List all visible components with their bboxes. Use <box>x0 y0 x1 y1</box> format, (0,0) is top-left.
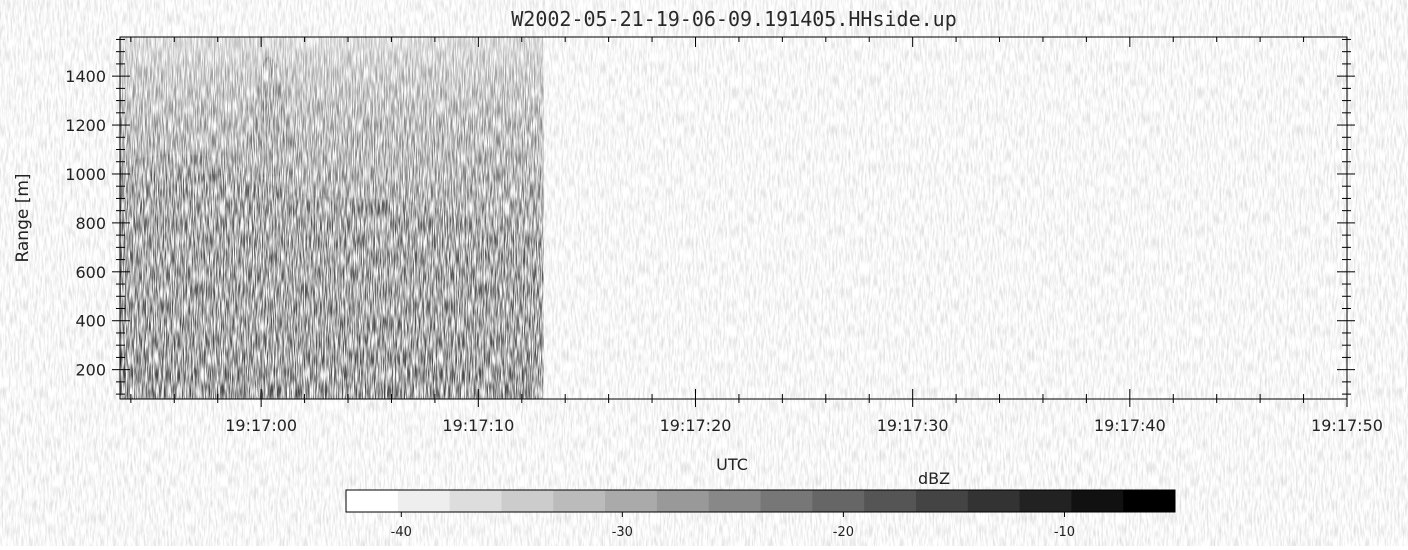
colorbar-tick-label: -20 <box>833 525 854 540</box>
x-tick-label: 19:17:20 <box>660 416 732 435</box>
colorbar-tick-label: -40 <box>391 525 412 540</box>
y-tick-label: 1000 <box>65 165 106 184</box>
colorbar-tick-label: -10 <box>1054 525 1075 540</box>
y-tick-label: 800 <box>75 214 106 233</box>
x-tick-label: 19:17:30 <box>877 416 949 435</box>
y-tick-label: 1200 <box>65 116 106 135</box>
y-axis-label: Range [m] <box>13 173 33 262</box>
radar-texture <box>120 163 544 399</box>
colorbar-swatch <box>760 490 813 512</box>
x-axis-label: UTC <box>716 455 748 474</box>
colorbar-swatch <box>915 490 969 512</box>
colorbar-swatch <box>967 490 1021 512</box>
y-tick-label: 200 <box>75 361 106 380</box>
y-tick-label: 400 <box>75 312 106 331</box>
colorbar-swatch <box>449 490 502 512</box>
axes: 19:17:00 19:17:10 19:17:20 19:17:30 19:17:40… <box>65 36 1383 435</box>
x-tick-label: 19:17:40 <box>1094 416 1166 435</box>
colorbar-frame <box>345 489 1176 513</box>
x-tick-label: 19:17:50 <box>1311 416 1383 435</box>
y-tick-label: 1400 <box>65 67 106 86</box>
plot-area <box>120 37 544 399</box>
y-tick-label: 600 <box>75 263 106 282</box>
colorbar-swatch <box>812 490 865 512</box>
colorbar-swatch <box>501 490 554 512</box>
colorbar-swatch <box>708 490 761 512</box>
colorbar-swatch <box>397 490 451 512</box>
colorbar-swatch <box>1071 490 1124 512</box>
radar-sparse-echo <box>120 37 544 174</box>
colorbar-label: dBZ <box>918 469 950 488</box>
colorbar-swatch <box>553 490 606 512</box>
plot-frame <box>119 36 1348 400</box>
colorbar-swatch <box>1019 490 1072 512</box>
colorbar-swatch <box>656 490 710 512</box>
x-tick-label: 19:17:00 <box>225 416 297 435</box>
x-tick-label: 19:17:10 <box>442 416 514 435</box>
colorbar-swatch <box>864 490 917 512</box>
colorbar: -40 -30 -20 -10 <box>345 489 1176 540</box>
chart-title: W2002-05-21-19-06-09.191405.HHside.up <box>511 7 957 31</box>
colorbar-swatch <box>346 490 399 512</box>
colorbar-tick-label: -30 <box>612 525 633 540</box>
colorbar-swatch <box>605 490 658 512</box>
colorbar-swatch <box>1123 490 1176 512</box>
